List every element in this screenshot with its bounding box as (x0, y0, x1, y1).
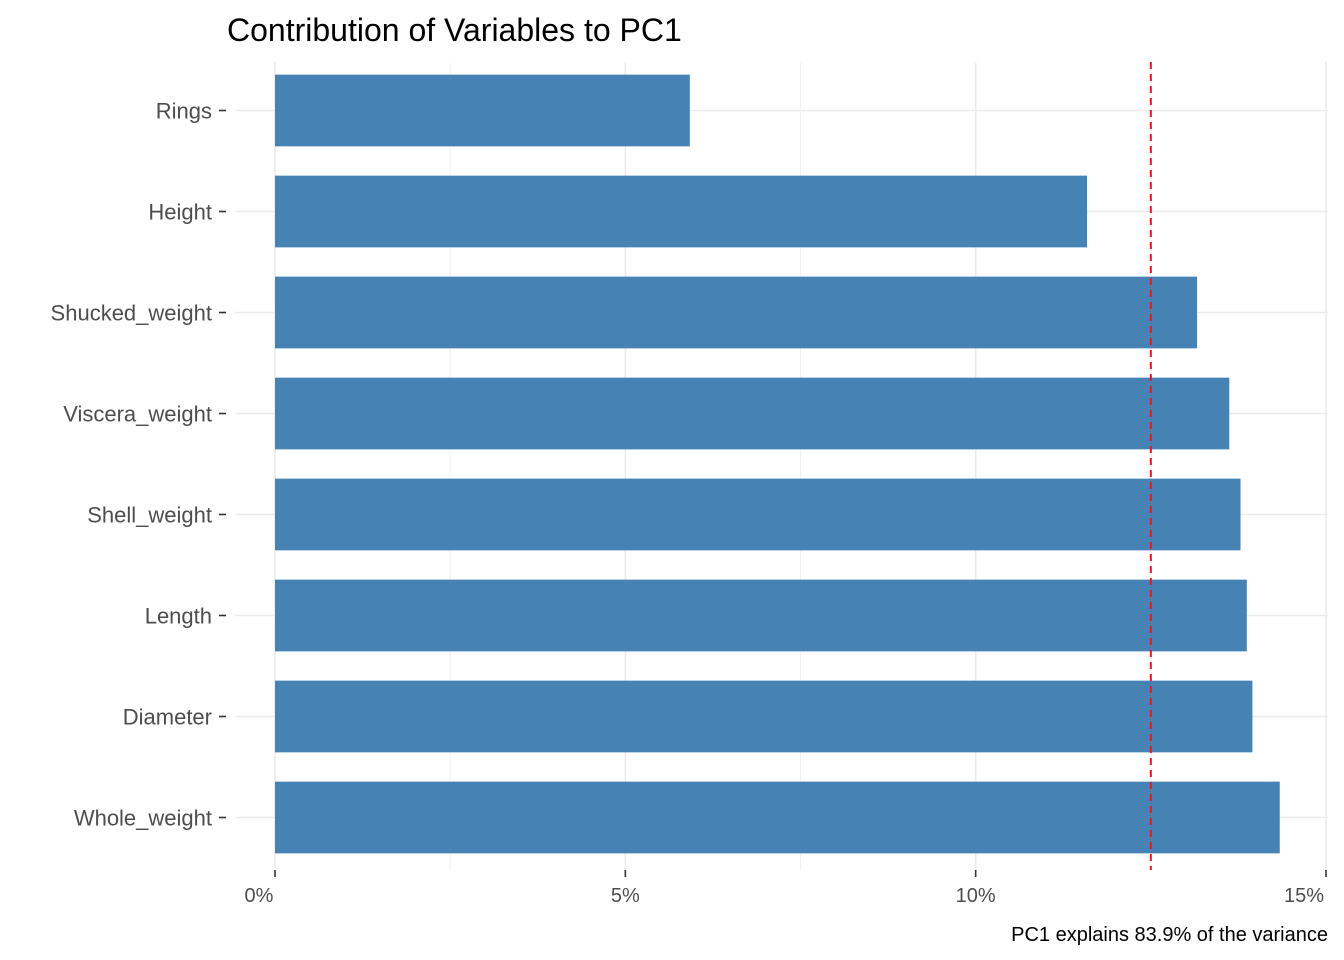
chart-caption: PC1 explains 83.9% of the variance (1011, 924, 1328, 946)
y-tick-label: Rings (156, 99, 212, 124)
x-axis: 0% 5% 10% 15% (245, 870, 1327, 907)
x-tick-label: 0% (245, 885, 274, 907)
bar-length (275, 579, 1247, 652)
y-tick-label: Whole_weight (74, 806, 212, 831)
y-axis: Whole_weight Diameter Length Shell_weight Vi… (51, 99, 226, 831)
y-tick-label: Length (145, 604, 212, 629)
bars (275, 74, 1280, 854)
bar-shell-weight (275, 478, 1241, 551)
bar-diameter (275, 680, 1253, 753)
bar-shucked-weight (275, 276, 1198, 349)
bar-rings (275, 74, 690, 147)
bar-whole-weight (275, 781, 1280, 854)
y-tick-label: Shell_weight (87, 503, 212, 528)
y-tick-label: Height (148, 200, 212, 225)
y-tick-label: Viscera_weight (63, 402, 212, 427)
y-tick-label: Diameter (123, 705, 212, 730)
x-tick-label: 5% (611, 885, 640, 907)
x-tick-label: 10% (956, 885, 996, 907)
chart-title: Contribution of Variables to PC1 (227, 12, 682, 48)
y-tick-label: Shucked_weight (51, 301, 212, 326)
bar-viscera-weight (275, 377, 1230, 450)
bar-height (275, 175, 1088, 248)
x-tick-label: 15% (1284, 885, 1324, 907)
